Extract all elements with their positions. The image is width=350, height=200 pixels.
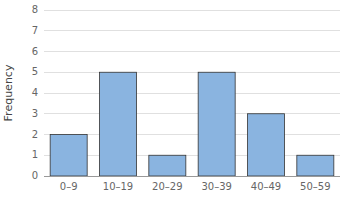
bar [248, 114, 285, 176]
y-tick-label: 8 [32, 4, 38, 15]
y-tick-label: 1 [32, 149, 38, 160]
x-ticks: 0–9 10–19 20–29 30–39 40–49 50–59 [60, 181, 331, 192]
bar [100, 72, 137, 176]
grid-line [44, 51, 340, 52]
y-tick-label: 6 [32, 46, 38, 57]
bar [198, 72, 235, 176]
bars [50, 72, 334, 176]
y-tick-label: 4 [32, 87, 38, 98]
y-tick-label: 7 [32, 25, 38, 36]
x-tick-label: 30–39 [201, 181, 231, 192]
chart-container: 0 1 2 3 4 5 6 7 8 0–9 10–19 20–29 30–39 40–49 50–59 Fre… [0, 0, 350, 200]
bar [50, 135, 87, 177]
bar [149, 155, 186, 176]
chart-svg: 0 1 2 3 4 5 6 7 8 0–9 10–19 20–29 30–39 40–49 50–59 Fre… [0, 0, 350, 200]
grid-line [44, 93, 340, 94]
x-tick-label: 40–49 [251, 181, 281, 192]
grid-line [44, 113, 340, 114]
y-tick-label: 3 [32, 108, 38, 119]
x-tick-label: 0–9 [60, 181, 78, 192]
x-tick-label: 20–29 [152, 181, 182, 192]
x-axis-line [44, 176, 340, 177]
grid-line [44, 176, 340, 177]
grid [44, 10, 340, 176]
x-tick-label: 10–19 [103, 181, 133, 192]
y-tick-label: 2 [32, 129, 38, 140]
grid-line [44, 30, 340, 31]
y-tick-label: 5 [32, 66, 38, 77]
grid-line [44, 72, 340, 73]
y-tick-label: 0 [32, 170, 38, 181]
y-ticks: 0 1 2 3 4 5 6 7 8 [32, 4, 38, 181]
grid-line [44, 10, 340, 11]
y-axis-label: Frequency [2, 64, 15, 121]
grid-line [44, 134, 340, 135]
grid-line [44, 155, 340, 156]
bar [297, 155, 334, 176]
x-tick-label: 50–59 [300, 181, 330, 192]
